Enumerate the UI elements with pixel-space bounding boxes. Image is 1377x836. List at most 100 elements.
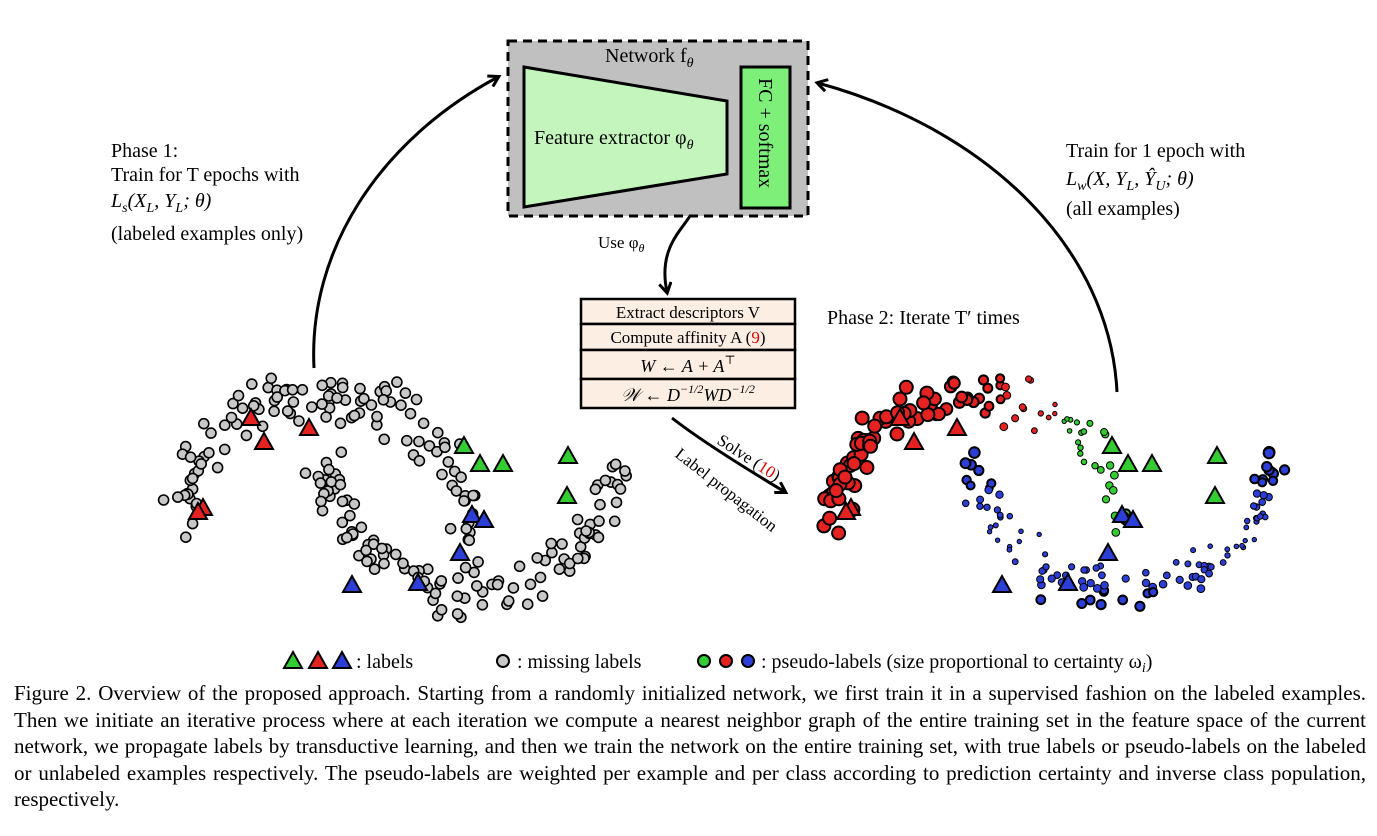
pseudo-label-point xyxy=(1052,410,1058,417)
labeled-point-triangle xyxy=(453,434,475,454)
missing-label-point xyxy=(331,392,343,404)
missing-label-point xyxy=(180,531,192,544)
pseudo-label-point xyxy=(984,485,994,495)
missing-label-point xyxy=(455,471,467,484)
missing-label-point xyxy=(265,372,278,385)
missing-label-point xyxy=(417,417,430,430)
missing-label-point xyxy=(451,590,464,603)
labeled-point-triangle xyxy=(469,452,491,472)
pseudo-label-point xyxy=(968,446,981,459)
missing-label-point xyxy=(458,495,470,507)
pseudo-label-point xyxy=(1256,513,1264,520)
pseudo-label-point xyxy=(1250,502,1258,510)
right-scatter-pseudo-labeled xyxy=(816,373,1291,612)
pseudo-label-point xyxy=(992,522,999,529)
missing-label-point xyxy=(305,401,318,413)
pseudo-label-point xyxy=(1121,574,1130,583)
pseudo-label-point xyxy=(1224,552,1231,559)
pseudo-label-point xyxy=(1258,498,1267,507)
missing-label-point xyxy=(614,483,627,495)
missing-label-point xyxy=(395,399,407,412)
pseudo-label-point xyxy=(995,373,1006,384)
phase1-note: (labeled examples only) xyxy=(111,223,303,245)
missing-label-point xyxy=(476,598,489,611)
phase2-train-arrow xyxy=(818,83,1119,393)
missing-label-point xyxy=(545,537,558,550)
missing-label-point xyxy=(281,405,294,417)
missing-label-point xyxy=(452,572,464,584)
phase2-train-line1: Train for 1 epoch with xyxy=(1066,140,1245,162)
phase1-loss: Ls(XL, YL; θ) xyxy=(110,190,212,216)
feature-extractor-trapezoid xyxy=(522,65,729,209)
pseudo-label-point xyxy=(1098,571,1106,580)
missing-label-point xyxy=(413,454,426,467)
missing-label-point xyxy=(354,382,366,395)
pseudo-label-point xyxy=(1080,566,1088,574)
missing-label-point xyxy=(391,376,403,388)
labeled-point-triangle xyxy=(946,416,968,436)
pseudo-label-point xyxy=(1091,462,1099,470)
pseudo-label-point xyxy=(987,524,994,531)
pseudo-label-point xyxy=(1196,584,1206,593)
pseudo-label-point xyxy=(1018,528,1024,535)
missing-label-point xyxy=(198,417,210,430)
pseudo-label-point xyxy=(1075,439,1082,446)
labeled-point-triangle xyxy=(1117,452,1139,472)
pseudo-label-point xyxy=(1035,594,1047,606)
pseudo-label-point xyxy=(1252,489,1262,498)
labeled-point-triangle xyxy=(1057,571,1079,591)
pseudo-label-point xyxy=(1243,524,1250,531)
steps-box: Extract descriptors V Compute affinity A… xyxy=(579,297,797,410)
missing-label-point xyxy=(571,513,584,526)
legend-red-dot-icon xyxy=(719,654,733,668)
missing-label-point xyxy=(470,580,483,592)
pseudo-label-point xyxy=(1031,427,1038,435)
missing-label-point xyxy=(507,582,520,594)
pseudo-label-point xyxy=(867,418,883,434)
pseudo-label-point xyxy=(965,480,976,491)
pseudo-label-point xyxy=(959,457,972,470)
missing-label-point xyxy=(378,433,391,446)
missing-label-point xyxy=(358,392,370,405)
pseudo-label-point xyxy=(1279,464,1291,476)
legend: : labels : missing labels : pseudo-label… xyxy=(282,649,1152,676)
missing-label-point xyxy=(435,603,448,616)
missing-label-point xyxy=(336,381,349,394)
legend-red-triangle-icon xyxy=(307,649,329,669)
fc-softmax-label: FC + softmax xyxy=(754,78,776,188)
missing-label-point xyxy=(316,398,328,410)
pseudo-label-point xyxy=(973,464,985,477)
missing-label-point xyxy=(610,496,623,509)
missing-label-point xyxy=(236,402,249,415)
missing-label-point xyxy=(360,544,372,557)
pseudo-label-point xyxy=(1086,579,1095,588)
network-box: Network fθ Feature extractor φθ FC + sof… xyxy=(506,39,810,218)
missing-label-point xyxy=(348,498,361,510)
pseudo-label-point xyxy=(1095,599,1107,611)
missing-label-point xyxy=(203,446,215,459)
legend-blue-dot-icon xyxy=(741,654,755,668)
pseudo-label-point xyxy=(993,506,1002,514)
pseudo-label-point xyxy=(1261,461,1273,473)
figure-caption: Figure 2. Overview of the proposed appro… xyxy=(14,681,1366,811)
missing-label-point xyxy=(232,389,245,402)
pseudo-label-point xyxy=(1096,466,1105,474)
labeled-point-triangle xyxy=(253,430,275,450)
pseudo-label-point xyxy=(822,510,838,526)
pseudo-label-point xyxy=(846,456,862,472)
phase2-train-note: (all examples) xyxy=(1066,198,1180,220)
missing-label-point xyxy=(377,393,390,406)
missing-label-point xyxy=(521,598,534,611)
pseudo-label-point xyxy=(1076,598,1088,609)
pseudo-label-point xyxy=(1011,414,1020,423)
pseudo-label-point xyxy=(1016,538,1022,545)
legend-green-dot-icon xyxy=(697,654,711,668)
missing-label-point xyxy=(211,461,224,474)
missing-label-point xyxy=(271,391,284,403)
phase1-text: Phase 1: Train for T epochs with Ls(XL, … xyxy=(110,140,303,245)
missing-label-point xyxy=(320,411,332,423)
labeled-point-triangle xyxy=(492,452,514,472)
labeled-point-triangle xyxy=(991,573,1013,593)
pseudo-label-point xyxy=(1036,575,1045,584)
missing-label-point xyxy=(172,491,184,503)
